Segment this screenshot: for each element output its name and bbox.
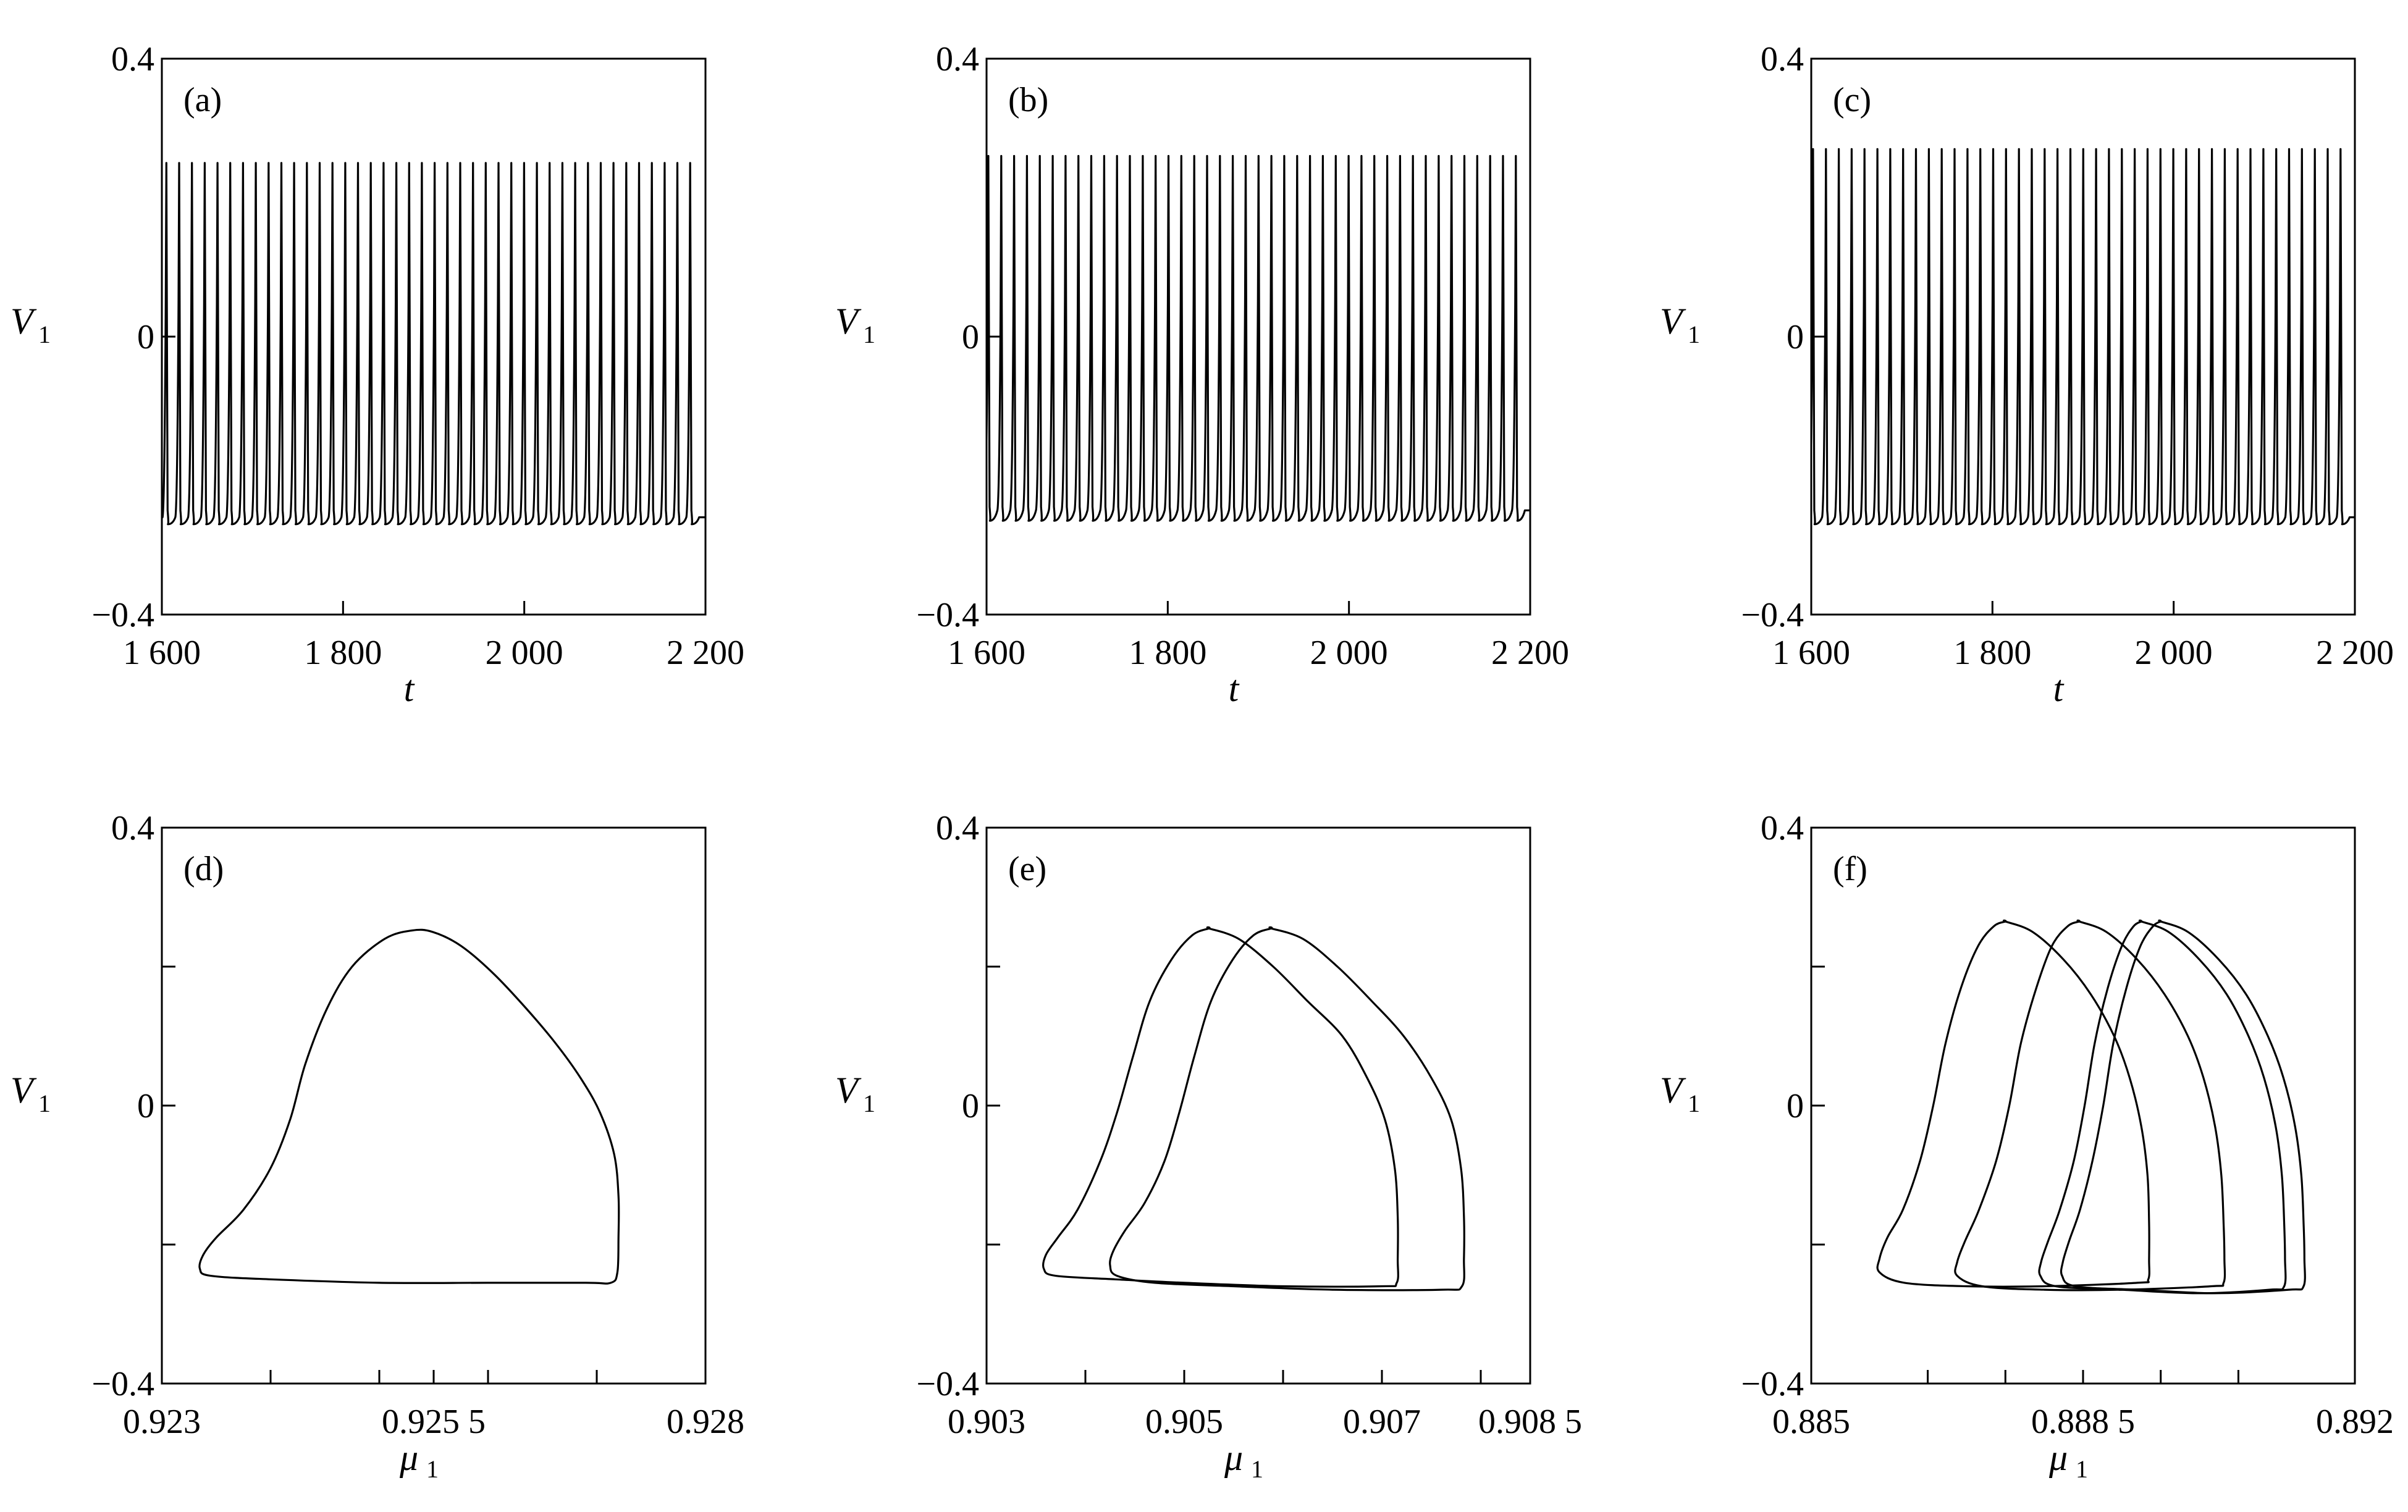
x-tick-label: 2 000 [2135, 634, 2213, 672]
limit-cycle [1876, 919, 2150, 1288]
x-tick-label: 2 200 [1491, 634, 1569, 672]
y-tick-label: 0 [1787, 318, 1804, 356]
panel-label: (e) [1008, 850, 1046, 888]
x-axis-label-sub: 1 [2076, 1455, 2088, 1483]
limit-cycle [1954, 919, 2226, 1292]
y-tick-label: 0 [137, 1087, 154, 1125]
plot-area [1042, 926, 1465, 1292]
x-axis-label: μ [2048, 1437, 2068, 1478]
y-axis-label-sub: 1 [38, 321, 51, 348]
limit-cycle [198, 928, 620, 1285]
x-tick-label: 0.907 [1343, 1403, 1421, 1441]
y-axis-label-sub: 1 [863, 321, 875, 348]
x-axis-label: μ [399, 1437, 418, 1478]
x-tick-label: 2 200 [2316, 634, 2394, 672]
x-tick-label: 1 800 [1953, 634, 2031, 672]
y-axis-label: V [11, 1070, 37, 1111]
x-axis-label: t [404, 668, 415, 709]
x-tick-label: 1 600 [123, 634, 201, 672]
panel-c: 0.4 0 −0.41 600 1 800 2 000 2 200 (c) V 1 t [1660, 40, 2394, 709]
y-tick-label: 0.4 [1761, 40, 1804, 78]
plot-area [987, 154, 1530, 522]
plot-frame [985, 826, 1531, 1385]
limit-cycle [1109, 926, 1465, 1292]
series-line [162, 162, 705, 526]
y-axis-label: V [11, 301, 37, 342]
panel-d: 0.40−0.40.923 0.925 5 0.928(d)V 1μ 1 [11, 809, 744, 1483]
series-line [1811, 148, 2355, 526]
y-tick-label: −0.4 [1741, 596, 1804, 634]
y-axis-label: V [1660, 1070, 1686, 1111]
y-tick-label: −0.4 [916, 1365, 979, 1403]
panel-e: 0.40−0.40.903 0.905 0.907 0.908 5(e)V 1μ 1 [835, 809, 1582, 1483]
x-tick-label: 0.923 [123, 1403, 201, 1441]
plot-area [1811, 148, 2355, 526]
panel-a: 0.4 0 −0.41 600 1 800 2 000 2 200 (a) V 1 t [11, 40, 744, 709]
y-tick-label: −0.4 [91, 596, 154, 634]
y-tick-label: 0.4 [936, 809, 979, 847]
y-axis-label: V [835, 301, 862, 342]
panel-b: 0.4 0 −0.41 600 1 800 2 000 2 200 (b) V 1 t [835, 40, 1569, 709]
y-tick-label: 0.4 [111, 809, 154, 847]
panel-f: 0.40−0.40.885 0.888 5 0.892(f)V 1μ 1 [1660, 809, 2394, 1483]
y-tick-label: 0 [962, 1087, 979, 1125]
x-tick-label: 0.928 [667, 1403, 744, 1441]
plot-area [162, 162, 705, 526]
panel-label: (a) [183, 81, 222, 119]
x-tick-label: 0.885 [1772, 1403, 1850, 1441]
y-axis-label-sub: 1 [863, 1090, 875, 1117]
y-axis-label-sub: 1 [1688, 321, 1700, 348]
x-axis-label-sub: 1 [426, 1455, 439, 1483]
x-tick-label: 0.903 [948, 1403, 1025, 1441]
y-axis-label: V [1660, 301, 1686, 342]
y-tick-label: 0 [1787, 1087, 1804, 1125]
limit-cycle [2038, 919, 2287, 1295]
plot-frame [161, 826, 707, 1385]
x-tick-label: 2 000 [1310, 634, 1388, 672]
x-tick-label: 2 200 [667, 634, 744, 672]
x-tick-label: 2 000 [486, 634, 563, 672]
y-tick-label: 0 [137, 318, 154, 356]
series-line [987, 154, 1530, 522]
y-tick-label: 0.4 [936, 40, 979, 78]
x-axis-label: t [1229, 668, 1240, 709]
y-tick-label: 0.4 [111, 40, 154, 78]
plot-area [198, 928, 620, 1285]
y-tick-label: 0.4 [1761, 809, 1804, 847]
x-tick-label: 0.892 [2316, 1403, 2394, 1441]
x-tick-label: 0.905 [1145, 1403, 1223, 1441]
y-tick-label: 0 [962, 318, 979, 356]
x-axis-label: t [2053, 668, 2065, 709]
x-tick-label: 0.908 5 [1478, 1403, 1582, 1441]
y-axis-label-sub: 1 [38, 1090, 51, 1117]
x-tick-label: 0.925 5 [382, 1403, 486, 1441]
y-tick-label: −0.4 [916, 596, 979, 634]
x-tick-label: 1 600 [948, 634, 1025, 672]
x-tick-label: 1 600 [1772, 634, 1850, 672]
panel-label: (c) [1833, 81, 1871, 119]
panel-label: (f) [1833, 850, 1867, 888]
x-tick-label: 1 800 [304, 634, 382, 672]
y-axis-label-sub: 1 [1688, 1090, 1700, 1117]
panel-label: (d) [183, 850, 224, 888]
x-axis-label-sub: 1 [1251, 1455, 1263, 1483]
x-axis-label: μ [1224, 1437, 1243, 1478]
x-tick-label: 1 800 [1129, 634, 1206, 672]
plot-frame [1810, 826, 2356, 1385]
panel-label: (b) [1008, 81, 1048, 119]
limit-cycle [2060, 919, 2306, 1295]
plot-area [1876, 919, 2306, 1295]
y-tick-label: −0.4 [91, 1365, 154, 1403]
limit-cycle [1042, 926, 1399, 1288]
y-axis-label: V [835, 1070, 862, 1111]
y-tick-label: −0.4 [1741, 1365, 1804, 1403]
x-tick-label: 0.888 5 [2031, 1403, 2135, 1441]
